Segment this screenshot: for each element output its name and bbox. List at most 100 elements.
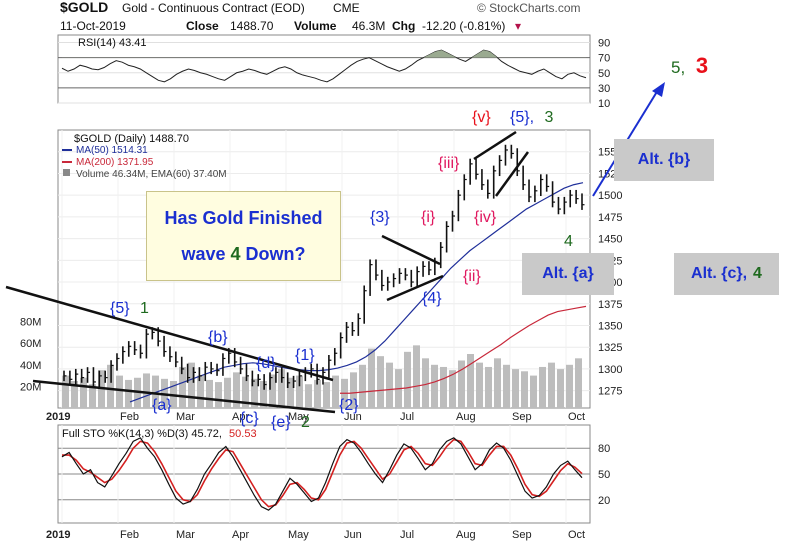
stoch-xlabels: 2019 Feb Mar Apr May Jun Jul Aug Sep Oct	[46, 529, 585, 541]
rsi-line	[61, 49, 587, 83]
volume-bar	[89, 384, 96, 408]
rsi-ticks: 90 70 50 30 10	[598, 38, 610, 110]
wave-b-label: {b}	[208, 329, 228, 346]
volume-bar	[566, 364, 573, 408]
volume-bar	[224, 377, 231, 408]
stoch-label-d: 50.53	[229, 428, 257, 440]
question-line-1: Has Gold Finished	[164, 208, 323, 228]
rsi-tick-label: 10	[598, 98, 610, 110]
wave-2-label: {2}	[339, 397, 359, 414]
volume-bar	[197, 375, 204, 408]
rsi-tick-label: 50	[598, 68, 610, 80]
volume-bar	[458, 360, 465, 408]
trend-lines	[5, 130, 530, 414]
wave-3-green: 3	[544, 109, 553, 126]
wave-1-green: 1	[140, 300, 149, 317]
wave-3-label: {3}	[370, 209, 390, 226]
volume-bar	[530, 375, 537, 408]
wave4-lower-trendline	[386, 274, 444, 302]
stoch-tick-label: 20	[598, 495, 610, 507]
ma200-line	[340, 305, 587, 394]
price-legend-title: $GOLD (Daily) 1488.70	[74, 133, 189, 145]
volume-tick-label: 60M	[20, 338, 41, 350]
question-box: Has Gold Finished wave 4 Down?	[146, 191, 341, 281]
stoch-xtick-label: Feb	[120, 529, 139, 541]
wave4-upper-trendline	[381, 234, 441, 266]
volume-bar	[71, 381, 78, 408]
volume-bar	[503, 364, 510, 408]
stoch-xtick-label: Oct	[568, 529, 585, 541]
wave-iii-label: {iii}	[438, 155, 460, 172]
volume-bar	[116, 375, 123, 408]
volume-bar	[188, 362, 195, 408]
stoch-xtick-label: Aug	[456, 529, 476, 541]
volume-bar	[143, 373, 150, 408]
volume-bar	[521, 371, 528, 408]
volume-bar	[152, 375, 159, 408]
volume-bar	[179, 366, 186, 408]
price-tick-label: 1300	[598, 364, 622, 376]
question-wave-word: wave	[181, 244, 231, 264]
price-xtick-label: Apr	[232, 411, 249, 423]
volume-bar	[494, 358, 501, 408]
volume-tick-label: 40M	[20, 360, 41, 372]
stoch-xtick-label: May	[288, 529, 309, 541]
rsi-label: RSI(14) 43.41	[78, 37, 146, 49]
price-xtick-label: Mar	[176, 411, 195, 423]
question-wave-number: 4	[230, 244, 241, 264]
stoch-tick-label: 50	[598, 469, 610, 481]
volume-bar	[557, 369, 564, 408]
wave-4-green-label: 4	[564, 233, 573, 250]
volume-bar	[476, 362, 483, 408]
volume-tick-label: 20M	[20, 381, 41, 393]
wave-iv-label: {iv}	[474, 209, 497, 226]
volume-bar	[449, 370, 456, 408]
alt-a-box: Alt. {a}	[522, 253, 614, 295]
rsi-tick-label: 70	[598, 53, 610, 65]
stoch-xtick-label: Mar	[176, 529, 195, 541]
rsi-overbought-fill	[423, 50, 498, 58]
volume-bar	[332, 375, 339, 408]
wave-ii-label: {ii}	[463, 268, 481, 285]
rsi-tick-label: 30	[598, 83, 610, 95]
price-tick-label: 1375	[598, 299, 622, 311]
wave-v5-bracket: {5},	[510, 109, 534, 126]
volume-bar	[377, 356, 384, 408]
stoch-xtick-label: Jul	[400, 529, 414, 541]
ma200-legend: MA(200) 1371.95	[76, 157, 154, 168]
wave-4-label: {4}	[422, 290, 442, 307]
volume-bar	[431, 364, 438, 408]
price-xlabels: 2019 Feb Mar Apr May Jun Jul Aug Sep Oct	[46, 411, 585, 423]
price-tick-label: 1450	[598, 234, 622, 246]
alt-c-number: 4	[753, 265, 762, 282]
wave-v5-label: {5}, 3	[510, 109, 553, 126]
wave-a-label: {a}	[152, 397, 172, 414]
price-xtick-label: Jul	[400, 411, 414, 423]
volume-bar	[269, 374, 276, 408]
volume-bar	[278, 369, 285, 408]
stoch-tick-label: 80	[598, 443, 610, 455]
rsi-grid	[58, 42, 590, 104]
wave-annotations: {5} 1 {a} {b} {c} {d} {e} 2 {1} {2} {3} …	[110, 53, 708, 431]
wave-d-label: {d}	[256, 355, 276, 372]
volume-bar	[260, 381, 267, 408]
wave-v-label: {v}	[472, 109, 491, 126]
wave-c-label: {c}	[240, 410, 259, 427]
volume-bar	[323, 382, 330, 408]
price-tick-label: 1325	[598, 342, 622, 354]
price-panel: 1550152515001475145014251400137513501325…	[5, 129, 622, 423]
header-date: 11-Oct-2019	[60, 19, 126, 33]
volume-bar	[404, 351, 411, 408]
wave-2-green: 2	[301, 414, 310, 431]
alt-c-box: Alt. {c}, 4	[674, 253, 779, 295]
volume-bar	[359, 364, 366, 408]
volume-bar	[80, 377, 87, 408]
price-tick-label: 1350	[598, 320, 622, 332]
question-down-word: Down?	[240, 244, 306, 264]
volume-bar	[413, 345, 420, 408]
volume-bar	[575, 358, 582, 408]
volume-bar	[107, 364, 114, 408]
rsi-panel: RSI(14) 43.41 90 70 50 30 10	[57, 34, 610, 110]
stoch-xtick-label: Sep	[512, 529, 532, 541]
